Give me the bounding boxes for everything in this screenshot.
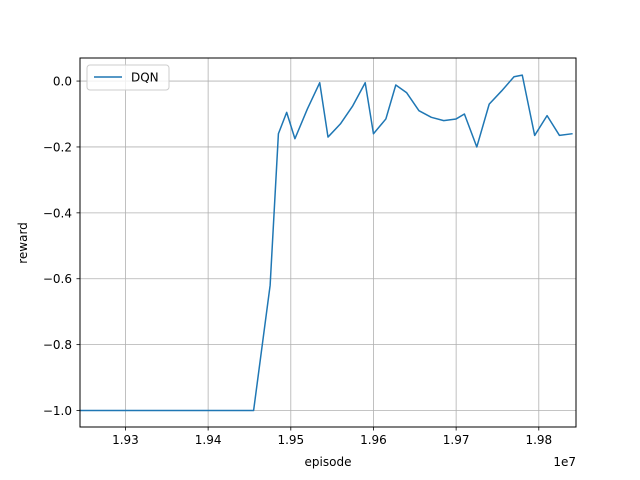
legend-box xyxy=(86,64,170,91)
x-tick-label: 1.97 xyxy=(443,433,470,447)
y-tick-label: 0.0 xyxy=(53,75,72,89)
x-tick-label: 1.94 xyxy=(195,433,222,447)
x-tick-label: 1.95 xyxy=(277,433,304,447)
x-axis-offset-label: 1e7 xyxy=(553,455,576,469)
x-tick-label: 1.93 xyxy=(112,433,139,447)
plot-frame xyxy=(79,57,577,428)
series-layer xyxy=(79,74,573,412)
y-tick-label: −0.8 xyxy=(43,338,72,352)
series-line-dqn xyxy=(79,74,573,412)
legend-label-dqn: DQN xyxy=(131,71,159,85)
x-tick-label: 1.98 xyxy=(525,433,552,447)
y-tick-label: −1.0 xyxy=(43,404,72,418)
y-tick-label: −0.6 xyxy=(43,272,72,286)
y-tick-label: −0.2 xyxy=(43,140,72,154)
x-axis-ticks: 1.93 1.94 1.95 1.96 1.97 1.98 xyxy=(112,427,552,447)
legend: DQN xyxy=(86,64,170,91)
x-tick-label: 1.96 xyxy=(360,433,387,447)
grid xyxy=(80,58,576,427)
y-axis-ticks: 0.0 −0.2 −0.4 −0.6 −0.8 −1.0 xyxy=(43,75,80,418)
y-tick-label: −0.4 xyxy=(43,206,72,220)
x-axis-label: episode xyxy=(305,455,352,469)
y-axis-label: reward xyxy=(16,222,30,264)
plot-area xyxy=(80,58,576,427)
